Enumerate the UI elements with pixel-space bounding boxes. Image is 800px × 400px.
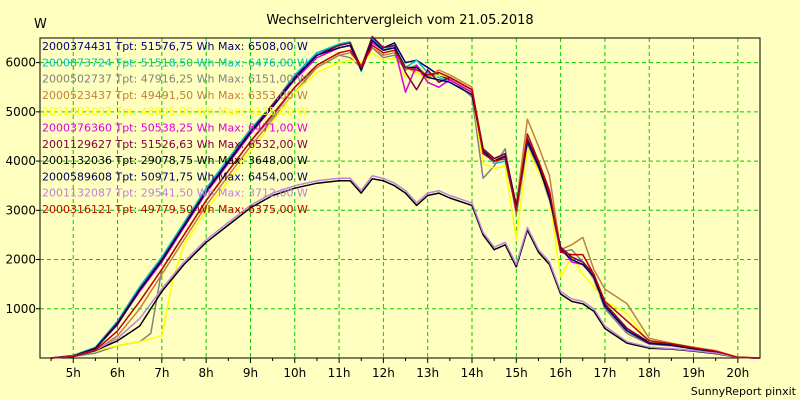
x-tick-label: 6h (110, 366, 125, 380)
legend-entry: 2000589608 Tpt: 50971,75 Wh Max: 6454,00… (42, 170, 308, 183)
legend-entry: 2000502737 Tpt: 47916,25 Wh Max: 6151,00… (42, 73, 308, 86)
series-line (51, 39, 761, 359)
legend-entry: 2000316121 Tpt: 49779,50 Wh Max: 6375,00… (42, 203, 308, 216)
footer-credit: SunnyReport pinxit (691, 385, 797, 398)
x-tick-label: 9h (243, 366, 258, 380)
y-tick-label: 3000 (5, 203, 36, 217)
x-tick-label: 16h (549, 366, 572, 380)
x-tick-label: 14h (461, 366, 484, 380)
y-axis-unit: W (34, 17, 47, 32)
x-tick-label: 19h (682, 366, 705, 380)
legend-entry: 2000523437 Tpt: 49491,50 Wh Max: 6353,00… (42, 89, 308, 102)
series-line (51, 175, 761, 359)
x-tick-label: 18h (638, 366, 661, 380)
x-tick-label: 13h (416, 366, 439, 380)
legend: 2000374431 Tpt: 51576,75 Wh Max: 6508,00… (42, 40, 308, 216)
legend-entry: 2001132087 Tpt: 29541,50 Wh Max: 3712,00… (42, 187, 308, 200)
y-tick-label: 6000 (5, 56, 36, 70)
y-tick-label: 2000 (5, 253, 36, 267)
series-line (51, 178, 761, 359)
plot-frame (39, 37, 761, 359)
x-tick-label: 15h (505, 366, 528, 380)
legend-entry: 2001132036 Tpt: 29078,75 Wh Max: 3648,00… (42, 154, 308, 167)
series-line (51, 44, 761, 359)
x-tick-label: 10h (283, 366, 306, 380)
x-tick-label: 8h (199, 366, 214, 380)
legend-entry: 2001129627 Tpt: 51526,63 Wh Max: 6532,00… (42, 138, 308, 151)
x-tick-label: 11h (328, 366, 351, 380)
y-tick-label: 1000 (5, 302, 36, 316)
chart-title: Wechselrichtervergleich vom 21.05.2018 (266, 13, 533, 28)
x-tick-label: 17h (593, 366, 616, 380)
x-tick-label: 5h (66, 366, 81, 380)
legend-entry: 2000873724 Tpt: 51518,50 Wh Max: 6476,00… (42, 56, 308, 69)
legend-entry: 2001003093 Tpt: 48895,00 Wh Max: 6195,00… (42, 105, 308, 118)
grid (40, 38, 760, 358)
y-tick-label: 5000 (5, 105, 36, 119)
series-layer (51, 35, 761, 359)
y-axis-ticks: 1000 2000 3000 4000 5000 6000 (5, 56, 40, 316)
x-axis-ticks: 5h 6h 7h 8h 9h 10h 11h 12h 13h 14h 15h 16h 17h 18h 19h… (50, 358, 749, 380)
x-tick-label: 20h (726, 366, 749, 380)
x-tick-label: 12h (372, 366, 395, 380)
legend-entry: 2000374431 Tpt: 51576,75 Wh Max: 6508,00… (42, 40, 308, 53)
x-tick-label: 7h (154, 366, 169, 380)
y-tick-label: 4000 (5, 154, 36, 168)
legend-entry: 2000376360 Tpt: 50538,25 Wh Max: 6471,00… (42, 122, 308, 135)
